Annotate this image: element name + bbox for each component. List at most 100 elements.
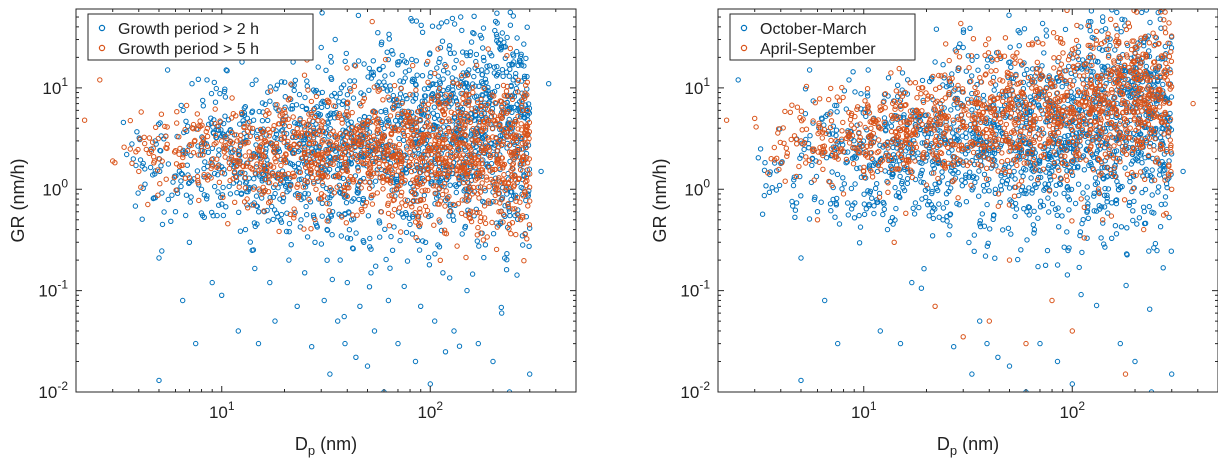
data-point xyxy=(320,182,326,189)
data-point xyxy=(209,163,215,169)
data-point xyxy=(341,184,347,191)
data-point xyxy=(163,176,169,182)
data-point xyxy=(922,131,928,137)
data-point xyxy=(951,120,957,126)
data-point xyxy=(1105,173,1111,179)
data-point xyxy=(425,119,431,125)
data-point xyxy=(1052,206,1059,213)
data-point xyxy=(446,126,452,132)
data-point xyxy=(272,182,279,188)
data-point xyxy=(521,75,528,82)
data-point xyxy=(455,119,461,125)
data-point xyxy=(133,162,139,169)
data-point xyxy=(1141,220,1148,227)
legend-entry: Growth period > 2 h xyxy=(118,21,259,38)
data-point xyxy=(1069,172,1076,179)
data-point xyxy=(524,24,530,30)
data-point xyxy=(436,101,442,107)
data-point xyxy=(834,102,840,109)
data-point xyxy=(1068,126,1075,133)
data-point xyxy=(1080,217,1086,223)
y-tick-label-base: 10 xyxy=(38,383,57,402)
data-point xyxy=(159,248,165,254)
data-point xyxy=(178,102,184,109)
data-point xyxy=(312,89,318,95)
data-point xyxy=(503,184,509,191)
data-point xyxy=(267,198,273,205)
data-point xyxy=(857,224,864,230)
data-point xyxy=(491,93,497,99)
data-point xyxy=(409,214,416,220)
data-point xyxy=(1166,175,1172,181)
data-point xyxy=(335,318,341,324)
data-point xyxy=(344,182,351,188)
data-point xyxy=(995,147,1002,154)
data-point xyxy=(1046,153,1053,160)
data-point xyxy=(236,184,242,190)
data-point xyxy=(1078,291,1084,298)
data-point xyxy=(917,173,924,179)
data-point xyxy=(329,146,336,152)
data-point xyxy=(523,144,529,151)
data-point xyxy=(985,240,991,247)
data-point xyxy=(266,133,272,139)
data-point xyxy=(418,155,424,161)
data-point xyxy=(304,234,311,240)
data-point xyxy=(512,195,518,201)
data-point xyxy=(495,191,502,197)
data-point xyxy=(289,82,295,88)
data-point xyxy=(937,128,943,134)
data-point xyxy=(527,225,533,231)
data-point xyxy=(508,125,514,131)
data-point xyxy=(427,73,433,80)
data-point xyxy=(330,161,336,168)
data-point xyxy=(478,157,484,163)
data-point xyxy=(481,215,488,221)
data-point xyxy=(427,148,433,154)
data-point xyxy=(208,90,215,97)
data-point xyxy=(1146,248,1152,254)
data-point xyxy=(1091,208,1097,214)
data-point xyxy=(195,177,201,184)
data-point xyxy=(441,183,447,190)
data-point xyxy=(291,82,297,89)
data-point xyxy=(249,109,255,116)
data-point xyxy=(344,279,350,286)
data-point xyxy=(204,133,211,140)
data-point xyxy=(1114,178,1120,185)
x-tick-label-base: 10 xyxy=(417,403,436,422)
data-point xyxy=(519,134,525,140)
data-point xyxy=(841,88,848,94)
data-point xyxy=(443,92,449,98)
data-point xyxy=(1160,81,1166,88)
data-point xyxy=(387,163,393,170)
data-point xyxy=(312,114,318,121)
data-point xyxy=(412,210,418,216)
data-point xyxy=(776,182,783,189)
data-point xyxy=(435,242,441,248)
data-point xyxy=(158,111,165,117)
data-point xyxy=(871,203,877,209)
data-point xyxy=(484,234,490,240)
data-point xyxy=(841,181,847,187)
data-point xyxy=(143,146,150,153)
data-point xyxy=(180,107,186,114)
data-point xyxy=(365,118,371,125)
data-point xyxy=(950,130,956,136)
data-point xyxy=(940,205,947,211)
data-point xyxy=(270,164,277,170)
data-point xyxy=(403,144,410,150)
data-point xyxy=(483,145,490,152)
data-point xyxy=(1143,9,1150,13)
data-point xyxy=(1163,51,1169,57)
data-point xyxy=(240,163,246,169)
data-point xyxy=(285,97,292,103)
data-point xyxy=(1035,102,1042,108)
data-point xyxy=(358,185,364,191)
data-point xyxy=(324,257,330,263)
data-point xyxy=(339,151,346,158)
legend-marker xyxy=(98,44,106,52)
data-point xyxy=(429,95,435,102)
data-point xyxy=(259,195,265,201)
data-point xyxy=(462,125,468,131)
